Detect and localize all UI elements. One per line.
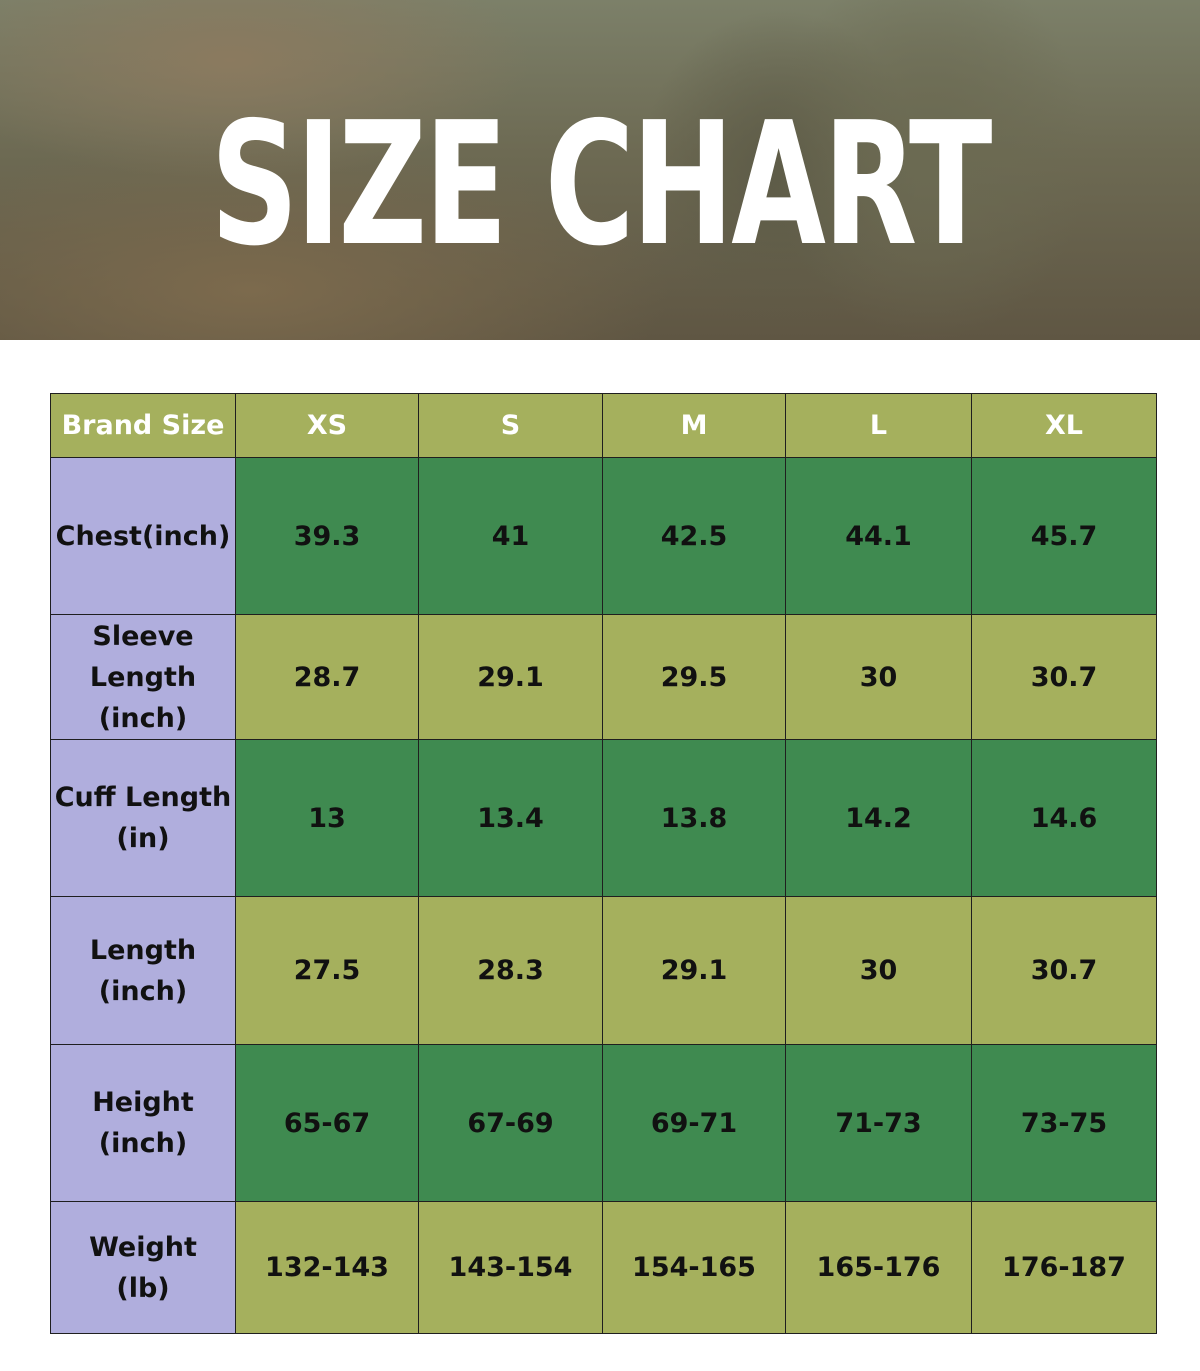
size-table: Brand Size XS S M L XL Chest(inch) 39.3 41 42.5 44… [50, 393, 1157, 1334]
measurement: 27.5 [235, 896, 419, 1045]
measurement: 143-154 [418, 1201, 603, 1334]
measurement: 176-187 [971, 1201, 1157, 1334]
measurement: 29.5 [602, 614, 786, 740]
measurement: 28.3 [418, 896, 603, 1045]
row-label: Cuff Length (in) [50, 739, 236, 897]
row-label: Sleeve Length (inch) [50, 614, 236, 740]
measurement: 14.2 [785, 739, 972, 897]
banner: SIZE CHART [0, 0, 1200, 340]
measurement: 165-176 [785, 1201, 972, 1334]
measurement: 42.5 [602, 457, 786, 615]
size-row: Weight (lb) 132-143 143-154 154-165 165-176 1… [50, 1201, 1157, 1334]
measurement: 41 [418, 457, 603, 615]
measurement: 30.7 [971, 614, 1157, 740]
measurement: 29.1 [418, 614, 603, 740]
row-label: Height (inch) [50, 1044, 236, 1202]
measurement: 29.1 [602, 896, 786, 1045]
measurement: 45.7 [971, 457, 1157, 615]
row-label: Chest(inch) [50, 457, 236, 615]
column-header: Brand Size [50, 393, 236, 458]
measurement: 69-71 [602, 1044, 786, 1202]
size-row: Sleeve Length (inch) 28.7 29.1 29.5 30 30.7 [50, 614, 1157, 740]
measurement: 30.7 [971, 896, 1157, 1045]
measurement: 28.7 [235, 614, 419, 740]
measurement: 13.4 [418, 739, 603, 897]
measurement: 67-69 [418, 1044, 603, 1202]
measurement: 132-143 [235, 1201, 419, 1334]
measurement: 65-67 [235, 1044, 419, 1202]
measurement: 30 [785, 896, 972, 1045]
column-header: XS [235, 393, 419, 458]
title: SIZE CHART [210, 86, 992, 284]
size-row: Chest(inch) 39.3 41 42.5 44.1 45.7 [50, 457, 1157, 615]
column-header: L [785, 393, 972, 458]
measurement: 154-165 [602, 1201, 786, 1334]
row-label: Weight (lb) [50, 1201, 236, 1334]
row-label: Length (inch) [50, 896, 236, 1045]
size-row: Height (inch) 65-67 67-69 69-71 71-73 73-75 [50, 1044, 1157, 1202]
measurement: 39.3 [235, 457, 419, 615]
column-header: S [418, 393, 603, 458]
header-row: Brand Size XS S M L XL [50, 393, 1157, 458]
measurement: 30 [785, 614, 972, 740]
column-header: M [602, 393, 786, 458]
measurement: 13 [235, 739, 419, 897]
size-row: Cuff Length (in) 13 13.4 13.8 14.2 14.6 [50, 739, 1157, 897]
measurement: 13.8 [602, 739, 786, 897]
column-header: XL [971, 393, 1157, 458]
measurement: 73-75 [971, 1044, 1157, 1202]
measurement: 44.1 [785, 457, 972, 615]
size-row: Length (inch) 27.5 28.3 29.1 30 30.7 [50, 896, 1157, 1045]
measurement: 71-73 [785, 1044, 972, 1202]
measurement: 14.6 [971, 739, 1157, 897]
